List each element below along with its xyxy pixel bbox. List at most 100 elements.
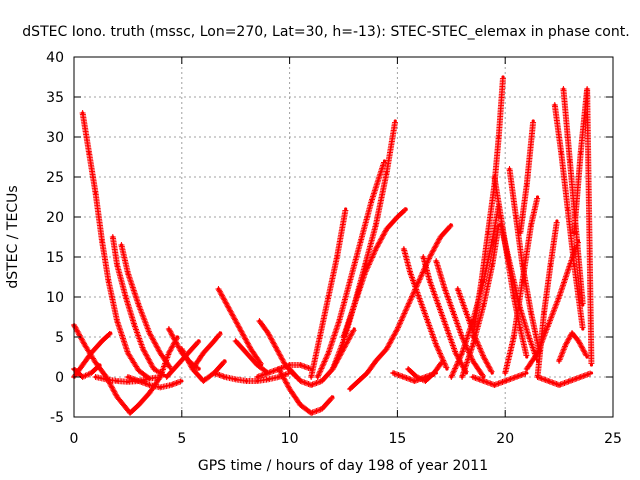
data-point [109,331,113,335]
data-point [216,287,221,291]
data-point [359,239,363,243]
data-point [460,335,464,339]
data-point [428,279,432,283]
data-point [124,295,128,299]
data-point [320,379,324,383]
data-point [257,319,262,323]
series-arc-23 [340,207,408,340]
data-point [298,363,302,367]
data-point [288,387,292,391]
data-point [434,259,438,263]
data-point [93,361,98,365]
data-point [100,239,104,243]
data-point [244,351,249,355]
data-point [374,223,378,227]
data-point [197,339,201,343]
data-point [266,371,270,375]
data-point [309,411,313,415]
data-point [404,207,408,211]
series-arc-20 [308,207,349,380]
data-point [434,343,438,347]
data-point [223,375,227,379]
data-point [255,363,259,367]
data-point [456,287,460,291]
data-point [385,227,389,231]
data-point [275,347,279,351]
chart-title: dSTEC Iono. truth (mssc, Lon=270, Lat=30… [22,24,629,40]
data-point [335,255,339,259]
data-point [471,343,475,347]
data-point [417,279,421,283]
data-point [234,339,238,343]
data-point [98,363,102,367]
data-point [238,327,242,331]
data-point [173,339,177,343]
data-point [406,303,410,307]
data-point [393,119,397,123]
data-point [83,343,87,347]
data-point [212,371,216,375]
data-point [425,319,430,323]
data-point [89,351,93,355]
data-point [137,303,141,307]
data-point [309,383,313,387]
data-point [119,243,124,247]
data-point [165,375,169,379]
data-point [137,403,141,407]
data-point [385,347,389,351]
data-point [352,303,356,307]
series-arc-24 [346,347,389,392]
data-point [326,295,331,299]
data-point [309,375,313,379]
data-point [316,375,320,379]
data-point [152,367,156,371]
data-point [115,319,119,323]
data-point [288,367,292,371]
data-point [365,371,369,375]
data-point [132,323,136,327]
data-point [356,379,361,383]
data-point [406,367,410,371]
data-point [341,335,346,339]
data-point [93,375,98,379]
data-point [180,347,184,351]
data-point [454,351,458,355]
data-point [190,367,195,371]
data-point [81,375,85,379]
data-point [449,223,453,227]
data-point [348,279,352,283]
data-point [421,255,425,259]
series-arc-04 [109,234,167,378]
data-point [464,311,468,315]
data-point [445,367,449,371]
data-point [266,331,270,335]
data-point [344,207,348,211]
data-point [471,359,475,363]
data-point [443,287,447,291]
data-point [441,359,445,363]
data-point [219,331,223,335]
data-point [115,395,119,399]
data-point [428,255,432,259]
data-point [482,355,486,359]
series-arc-13 [215,286,264,367]
data-point [482,303,486,307]
data-point [227,307,231,311]
data-point [460,375,464,379]
data-point [100,339,104,343]
data-point [298,379,302,383]
data-point [451,311,456,315]
data-point [186,351,190,355]
series-arc-05 [118,242,174,371]
data-point [158,351,162,355]
series-arc-15 [211,370,292,384]
data-point [266,377,270,381]
data-point [255,379,259,383]
data-point [126,271,130,275]
data-layer [71,75,595,416]
data-point [402,247,406,251]
data-point [234,377,238,381]
data-point [460,351,464,355]
data-point [341,339,346,343]
